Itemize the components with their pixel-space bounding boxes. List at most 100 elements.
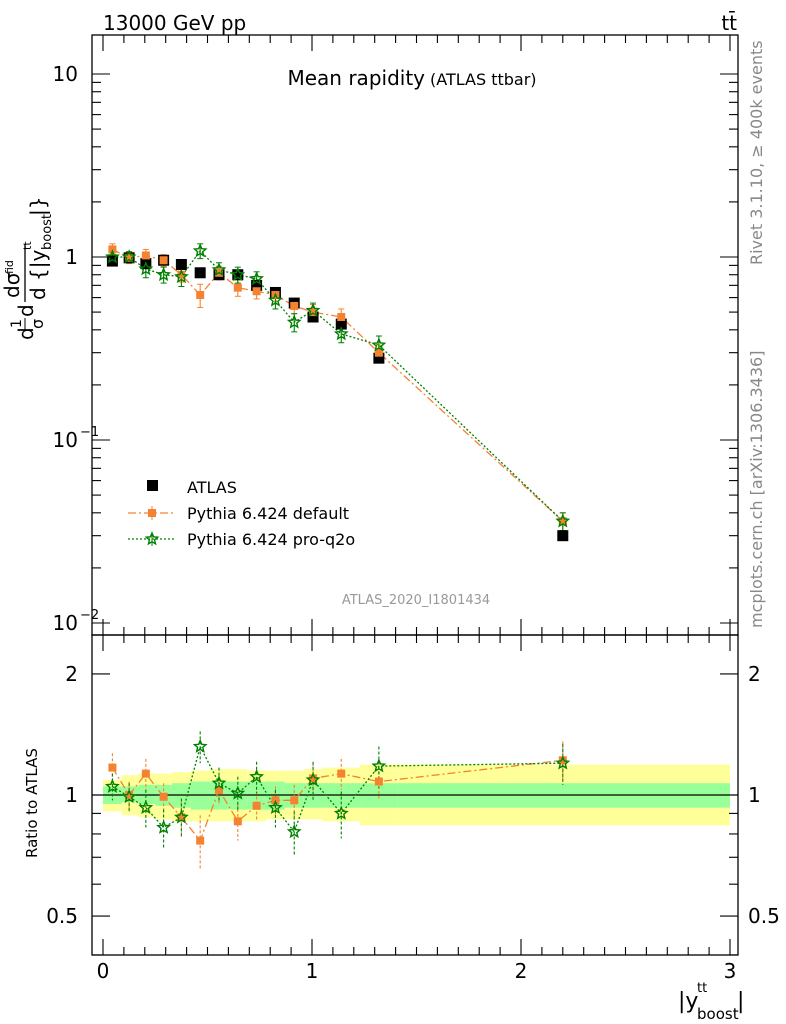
ratio-pythia-default-point: [141, 769, 150, 778]
ratio-pythia-default-point: [233, 817, 242, 826]
svg-text:fid: fid: [3, 260, 16, 274]
pythia-proq2o-point: [267, 292, 283, 307]
ratio-pythia-default-point: [125, 791, 134, 799]
svg-text:boost: boost: [40, 214, 55, 250]
atlas-point: [194, 267, 206, 279]
atlas-point: [307, 311, 319, 323]
ratio-y-tick-label-right: 1: [748, 783, 761, 807]
svg-text:|: |: [737, 989, 744, 1014]
pythia-proq2o-point: [138, 261, 154, 276]
y-tick-label-exponent: −1: [80, 425, 99, 440]
pythia-proq2o-point: [173, 268, 189, 284]
x-tick-label: 3: [724, 959, 737, 983]
ratio-y-tick-label: 2: [65, 662, 78, 686]
x-tick-label: 0: [97, 959, 110, 983]
pythia-default-point: [125, 253, 134, 262]
main-ylabel: d 1 σ d dσ fid d {|y tt boost |}: [0, 197, 55, 340]
x-axis-label: |y tt boost |: [678, 981, 744, 1023]
ratio-y-tick-label: 1: [65, 783, 78, 807]
ratio-pythia-proq2o-point: [305, 772, 321, 787]
pythia-default-point: [177, 270, 186, 279]
legend-label-pythia-proq2o: Pythia 6.424 pro-q2o: [187, 530, 355, 549]
pythia-proq2o-line: [112, 249, 564, 522]
pythia-proq2o-point: [371, 337, 387, 352]
legend-label-atlas: ATLAS: [187, 478, 237, 497]
chart-title: Mean rapidity: [287, 66, 425, 90]
atlas-point: [251, 279, 263, 291]
ratio-axis-ticks: 2 2 1 1 0.5 0.5 0 1 2 3: [46, 635, 780, 983]
legend-marker-pythia-proq2o: [144, 531, 160, 546]
ratio-pythia-default-point: [214, 785, 223, 794]
ratio-y-tick-label: 0.5: [46, 904, 78, 928]
pythia-default-point: [196, 290, 205, 299]
rivet-label: Rivet 3.1.10, ≥ 400k events: [747, 40, 766, 265]
legend-entry-pythia-default: Pythia 6.424 default: [128, 504, 349, 523]
y-tick-label: 1: [65, 245, 78, 269]
atlas-point: [232, 269, 244, 281]
ratio-pythia-default-point: [558, 756, 567, 765]
y-tick-label-exponent: −2: [80, 608, 99, 623]
ratio-pythia-proq2o-point: [121, 788, 137, 804]
legend-marker-pythia-default: [148, 509, 156, 517]
legend-entry-atlas: ATLAS: [147, 478, 237, 497]
ratio-ylabel: Ratio to ATLAS: [23, 748, 41, 858]
ratio-pythia-proq2o-point: [555, 755, 571, 770]
atlas-point: [175, 258, 187, 270]
pythia-proq2o-point: [192, 243, 208, 258]
legend: ATLAS Pythia 6.424 default Pythia 6.424 …: [128, 478, 355, 549]
ratio-pythia-proq2o-point: [230, 785, 246, 800]
ratio-pythia-default-point: [309, 774, 318, 783]
mcplots-label: mcplots.cern.ch [arXiv:1306.3436]: [747, 351, 766, 628]
ratio-pythia-default-point: [337, 769, 346, 778]
chart-subtitle: (ATLAS ttbar): [430, 70, 537, 89]
ratio-pythia-proq2o-point: [333, 805, 349, 820]
ratio-pythia-proq2o-point: [249, 768, 265, 784]
atlas-point: [373, 352, 385, 364]
ratio-pythia-default-point: [252, 801, 261, 810]
pythia-default-point: [141, 251, 150, 260]
pythia-proq2o-point: [104, 249, 120, 264]
svg-text:d {|y: d {|y: [26, 249, 50, 300]
svg-text:tt: tt: [697, 981, 707, 996]
legend-entry-pythia-proq2o: Pythia 6.424 pro-q2o: [128, 530, 355, 549]
pythia-default-line: [112, 248, 564, 522]
ratio-y-tick-label-right: 2: [748, 662, 761, 686]
ratio-pythia-proq2o-point: [211, 775, 227, 790]
svg-text:|y: |y: [678, 989, 698, 1014]
atlas-point: [557, 530, 569, 542]
ratio-pythia-proq2o-point: [138, 799, 154, 814]
pythia-default-point: [558, 517, 567, 526]
svg-text:1: 1: [9, 319, 25, 328]
ratio-pythia-proq2o-point: [267, 799, 283, 814]
energy-label: 13000 GeV pp: [103, 11, 246, 35]
process-label: tt̄: [721, 10, 737, 35]
ratio-pythia-default-point: [177, 813, 186, 822]
pythia-default-point: [374, 348, 383, 357]
atlas-point: [335, 318, 347, 330]
pythia-default-point: [159, 256, 168, 265]
pythia-default-point: [290, 301, 299, 310]
x-tick-label: 2: [515, 959, 528, 983]
atlas-point: [106, 255, 118, 267]
svg-text:d: d: [14, 327, 38, 340]
ratio-pythia-default-point: [196, 836, 205, 845]
pythia-proq2o-point: [555, 513, 571, 528]
pythia-proq2o-point: [211, 262, 227, 277]
ratio-pythia-default-point: [290, 796, 299, 805]
pythia-proq2o-point: [333, 326, 349, 341]
ratio-pythia-proq2o-point: [173, 809, 189, 824]
pythia-default-point: [337, 313, 346, 322]
y-tick-label: 10: [53, 428, 78, 452]
pythia-default-point: [233, 283, 242, 292]
legend-label-pythia-default: Pythia 6.424 default: [187, 504, 349, 523]
ratio-pythia-proq2o-point: [371, 758, 387, 773]
pythia-proq2o-point: [305, 302, 321, 317]
svg-text:σ: σ: [28, 319, 47, 329]
ratio-series-layer: [104, 731, 571, 871]
y-tick-label: 10: [53, 611, 78, 635]
ratio-pythia-proq2o-point: [286, 823, 302, 839]
svg-text:boost: boost: [697, 1005, 739, 1023]
svg-text:d: d: [14, 304, 38, 317]
